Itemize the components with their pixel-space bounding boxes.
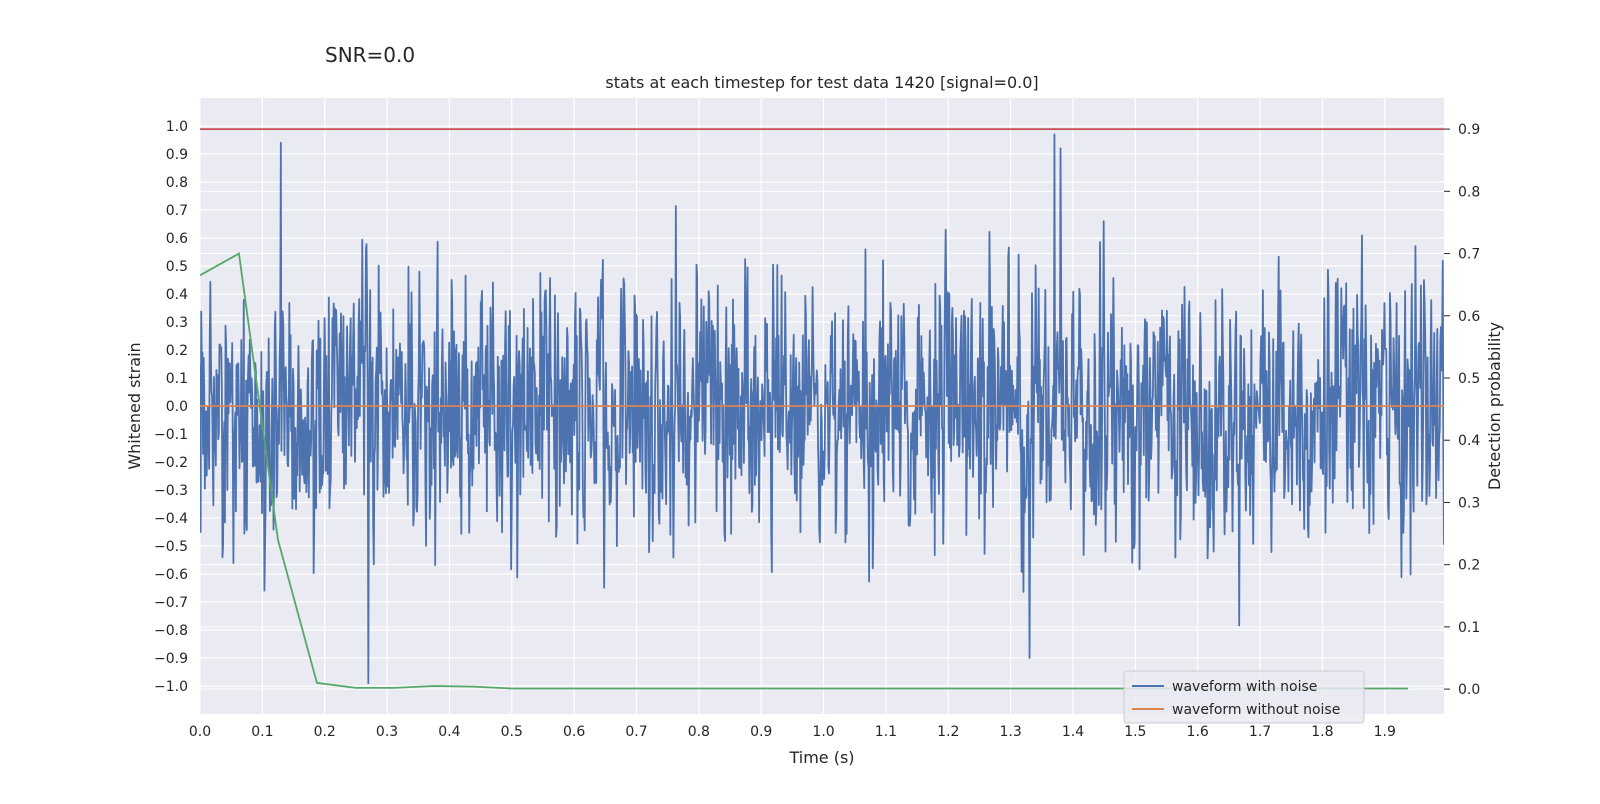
x-tick-label: 0.7: [625, 724, 647, 740]
y-left-tick-label: 0.1: [166, 371, 188, 387]
y-left-tick-label: −0.9: [154, 651, 188, 667]
x-tick-label: 0.2: [314, 724, 336, 740]
x-tick-label: 1.8: [1311, 724, 1333, 740]
legend-label-clean: waveform without noise: [1172, 702, 1340, 718]
y-right-tick-label: 0.3: [1458, 495, 1480, 511]
x-tick-label: 0.9: [750, 724, 772, 740]
y-right-tick-label: 0.2: [1458, 558, 1480, 574]
x-tick-label: 1.1: [875, 724, 897, 740]
y-left-tick-label: 1.0: [166, 119, 188, 135]
x-tick-label: 0.6: [563, 724, 585, 740]
y-right-tick-label: 0.4: [1458, 433, 1480, 449]
legend-label-noise: waveform with noise: [1172, 679, 1317, 695]
x-tick-label: 0.3: [376, 724, 398, 740]
y-left-tick-label: −0.5: [154, 539, 188, 555]
y-left-axis-label: Whitened strain: [125, 342, 144, 469]
y-left-tick-label: 0.6: [166, 231, 188, 247]
y-left-tick-label: −0.7: [154, 595, 188, 611]
y-left-tick-label: −0.3: [154, 483, 188, 499]
x-tick-label: 0.1: [251, 724, 273, 740]
x-tick-labels: 0.0 0.1 0.2 0.3 0.4 0.5 0.6 0.7 0.8 0.9 1.0 1.1 1.2 1…: [189, 724, 1396, 740]
legend-box: [1123, 670, 1365, 724]
y-left-tick-label: 0.9: [166, 147, 188, 163]
y-left-tick-label: −0.4: [154, 511, 188, 527]
y-right-tick-label: 0.8: [1458, 184, 1480, 200]
y-right-tick-label: 0.6: [1458, 309, 1480, 325]
y-left-tick-label: −0.1: [154, 427, 188, 443]
y-left-tick-label: 0.0: [166, 399, 188, 415]
x-tick-label: 0.4: [438, 724, 460, 740]
x-tick-label: 1.0: [812, 724, 834, 740]
x-axis-label: Time (s): [788, 748, 854, 767]
x-tick-label: 1.7: [1249, 724, 1271, 740]
x-tick-label: 0.0: [189, 724, 211, 740]
x-tick-label: 1.5: [1124, 724, 1146, 740]
x-tick-label: 1.4: [1062, 724, 1084, 740]
y-right-tick-label: 0.9: [1458, 122, 1480, 138]
suptitle: SNR=0.0: [325, 43, 415, 67]
y-right-tick-label: 0.1: [1458, 620, 1480, 636]
y-right-tick-label: 0.7: [1458, 247, 1480, 263]
x-tick-label: 0.5: [501, 724, 523, 740]
y-left-tick-label: 0.5: [166, 259, 188, 275]
y-left-tick-label: 0.8: [166, 175, 188, 191]
y-right-tick-label: 0.5: [1458, 371, 1480, 387]
x-tick-label: 0.8: [688, 724, 710, 740]
x-tick-label: 1.6: [1187, 724, 1209, 740]
x-tick-label: 1.3: [999, 724, 1021, 740]
y-left-tick-label: 0.2: [166, 343, 188, 359]
y-left-tick-label: −0.8: [154, 623, 188, 639]
y-right-axis-label: Detection probability: [1485, 322, 1504, 490]
y-left-tick-label: −0.6: [154, 567, 188, 583]
y-right-tick-label: 0.0: [1458, 682, 1480, 698]
y-left-tick-label: 0.3: [166, 315, 188, 331]
y-left-tick-labels: 1.0 0.9 0.8 0.7 0.6 0.5 0.4 0.3 0.2 0.1 0.0 −0.1 −0.…: [154, 119, 188, 695]
x-tick-label: 1.9: [1374, 724, 1396, 740]
legend: waveform with noise waveform without noi…: [1123, 670, 1365, 724]
chart-title: stats at each timestep for test data 142…: [605, 73, 1038, 92]
x-tick-label: 1.2: [937, 724, 959, 740]
y-left-tick-label: 0.4: [166, 287, 188, 303]
series-waveform-with-noise: [200, 133, 1444, 685]
y-left-tick-label: −1.0: [154, 679, 188, 695]
y-left-tick-label: 0.7: [166, 203, 188, 219]
y-left-tick-label: −0.2: [154, 455, 188, 471]
y-right-tick-labels: 0.9 0.8 0.7 0.6 0.5 0.4 0.3 0.2 0.1 0.0: [1444, 122, 1480, 698]
